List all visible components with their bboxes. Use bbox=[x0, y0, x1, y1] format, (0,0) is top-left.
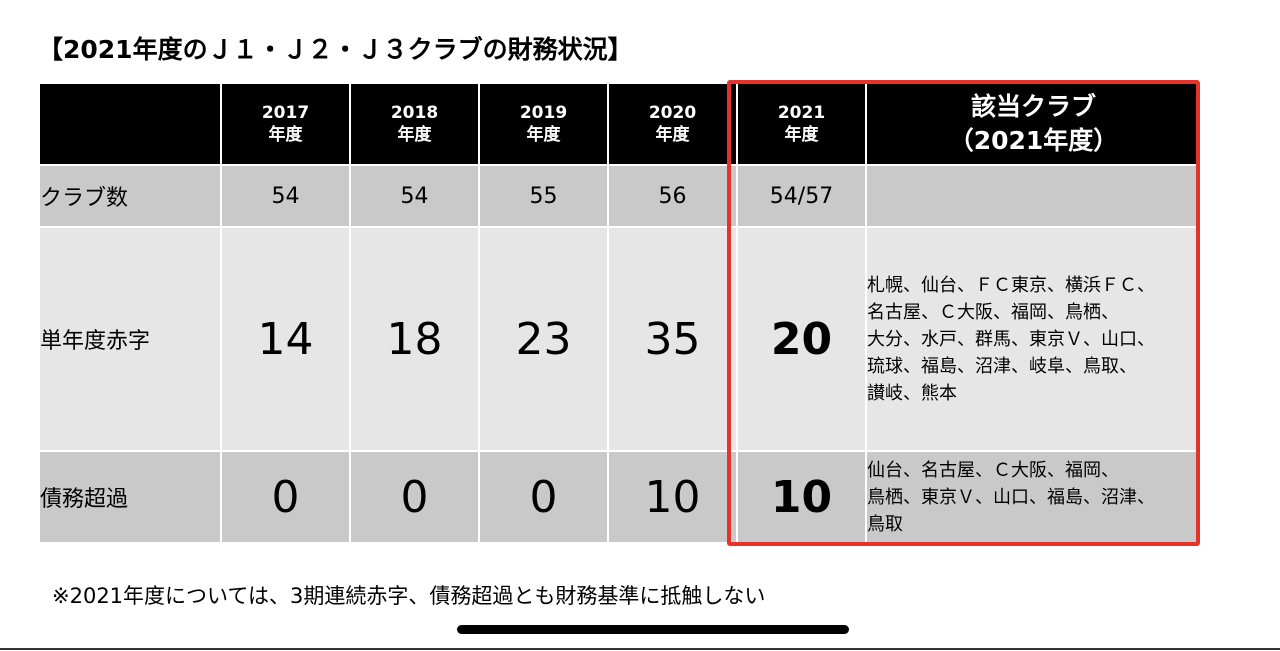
header-corner bbox=[40, 84, 220, 164]
header-2017: 2017 年度 bbox=[222, 84, 349, 164]
header-2020: 2020 年度 bbox=[609, 84, 736, 164]
header-row: 2017 年度 2018 年度 2019 年度 2020 年度 2021 年度 該当クラブ… bbox=[40, 84, 1200, 164]
cell-2019: 55 bbox=[480, 166, 607, 226]
page-title: 【2021年度のＪ１・Ｊ２・Ｊ３クラブの財務状況】 bbox=[38, 35, 633, 64]
club-line: 鳥取 bbox=[867, 513, 903, 535]
cell-2020: 56 bbox=[609, 166, 736, 226]
club-line: 鳥栖、東京Ｖ、山口、福島、沼津、 bbox=[867, 486, 1155, 508]
club-line: 琉球、福島、沼津、岐阜、鳥取、 bbox=[867, 355, 1137, 377]
bottom-divider bbox=[0, 648, 1280, 650]
club-line: 札幌、仙台、ＦＣ東京、横浜ＦＣ、 bbox=[867, 274, 1155, 296]
row-single-year-deficit: 単年度赤字 14 18 23 35 20 札幌、仙台、ＦＣ東京、横浜ＦＣ、 名古… bbox=[40, 228, 1200, 450]
home-indicator[interactable] bbox=[457, 625, 849, 634]
cell-2017: 54 bbox=[222, 166, 349, 226]
cell-matching-clubs bbox=[867, 166, 1200, 226]
cell-2021: 10 bbox=[738, 452, 865, 542]
club-line: 仙台、名古屋、Ｃ大阪、福岡、 bbox=[867, 459, 1119, 481]
club-line: 名古屋、Ｃ大阪、福岡、鳥栖、 bbox=[867, 301, 1119, 323]
cell-2018: 18 bbox=[351, 228, 478, 450]
cell-matching-clubs: 仙台、名古屋、Ｃ大阪、福岡、 鳥栖、東京Ｖ、山口、福島、沼津、 鳥取 bbox=[867, 452, 1200, 542]
cell-2019: 23 bbox=[480, 228, 607, 450]
cell-2021: 54/57 bbox=[738, 166, 865, 226]
cell-2019: 0 bbox=[480, 452, 607, 542]
row-label: 債務超過 bbox=[40, 452, 220, 542]
cell-2020: 10 bbox=[609, 452, 736, 542]
row-label: 単年度赤字 bbox=[40, 228, 220, 450]
header-2018: 2018 年度 bbox=[351, 84, 478, 164]
row-excess-liabilities: 債務超過 0 0 0 10 10 仙台、名古屋、Ｃ大阪、福岡、 鳥栖、東京Ｖ、山… bbox=[40, 452, 1200, 542]
cell-2018: 54 bbox=[351, 166, 478, 226]
header-2021: 2021 年度 bbox=[738, 84, 865, 164]
cell-2021: 20 bbox=[738, 228, 865, 450]
cell-matching-clubs: 札幌、仙台、ＦＣ東京、横浜ＦＣ、 名古屋、Ｃ大阪、福岡、鳥栖、 大分、水戸、群馬… bbox=[867, 228, 1200, 450]
cell-2017: 0 bbox=[222, 452, 349, 542]
row-club-count: クラブ数 54 54 55 56 54/57 bbox=[40, 166, 1200, 226]
club-line: 大分、水戸、群馬、東京Ｖ、山口、 bbox=[867, 328, 1155, 350]
cell-2017: 14 bbox=[222, 228, 349, 450]
footnote: ※2021年度については、3期連続赤字、債務超過とも財務基準に抵触しない bbox=[52, 584, 766, 608]
cell-2020: 35 bbox=[609, 228, 736, 450]
header-matching-clubs: 該当クラブ （2021年度） bbox=[867, 84, 1200, 164]
cell-2018: 0 bbox=[351, 452, 478, 542]
finance-table: 2017 年度 2018 年度 2019 年度 2020 年度 2021 年度 該当クラブ… bbox=[38, 82, 1202, 544]
header-2019: 2019 年度 bbox=[480, 84, 607, 164]
row-label: クラブ数 bbox=[40, 166, 220, 226]
club-line: 讃岐、熊本 bbox=[867, 382, 957, 404]
